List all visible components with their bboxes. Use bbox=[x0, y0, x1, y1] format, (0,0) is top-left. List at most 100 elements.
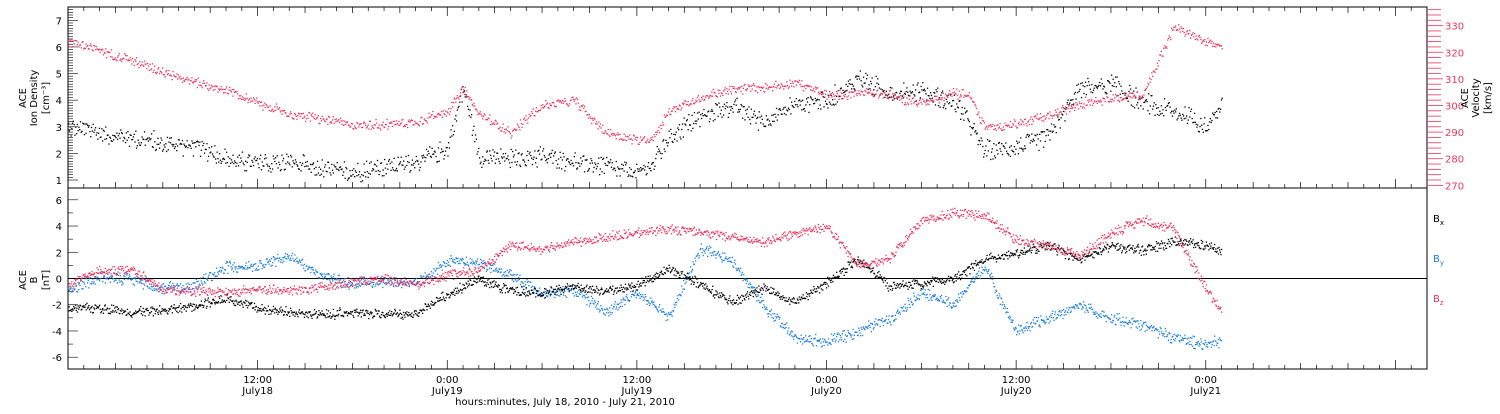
by-series-point bbox=[389, 281, 390, 282]
density-series-point bbox=[570, 164, 571, 165]
velocity-series-point bbox=[849, 91, 850, 92]
velocity-series-point bbox=[1173, 29, 1174, 30]
velocity-series-point bbox=[332, 119, 333, 120]
velocity-series-point bbox=[179, 77, 180, 78]
velocity-series-point bbox=[588, 118, 589, 119]
velocity-series-point bbox=[421, 117, 422, 118]
by-series-point bbox=[909, 304, 910, 305]
velocity-series-point bbox=[723, 90, 724, 91]
velocity-series-point bbox=[138, 63, 139, 64]
by-series-point bbox=[370, 283, 371, 284]
velocity-series-point bbox=[732, 86, 733, 87]
velocity-series-point bbox=[647, 139, 648, 140]
by-series-point bbox=[394, 283, 395, 284]
by-series-point bbox=[809, 335, 810, 336]
velocity-series-point bbox=[1167, 39, 1168, 40]
by-series-point bbox=[820, 342, 821, 343]
by-series-point bbox=[1198, 346, 1199, 347]
density-series-point bbox=[531, 158, 532, 159]
by-series-point bbox=[255, 270, 256, 271]
density-series-point bbox=[992, 148, 993, 149]
velocity-series-point bbox=[652, 136, 653, 137]
density-series-point bbox=[1148, 93, 1149, 94]
density-series-point bbox=[688, 114, 689, 115]
velocity-series-point bbox=[477, 110, 478, 111]
velocity-series-point bbox=[890, 90, 891, 91]
by-series-point bbox=[717, 253, 718, 254]
velocity-series-point bbox=[202, 83, 203, 84]
density-series-point bbox=[614, 168, 615, 169]
density-series-point bbox=[759, 117, 760, 118]
velocity-series-point bbox=[728, 93, 729, 94]
by-series-point bbox=[770, 314, 771, 315]
velocity-series-point bbox=[747, 88, 748, 89]
by-series-point bbox=[492, 264, 493, 265]
density-series-point bbox=[288, 163, 289, 164]
velocity-series-point bbox=[959, 91, 960, 92]
density-series-point bbox=[703, 115, 704, 116]
bx-series-point bbox=[110, 313, 111, 314]
by-series-point bbox=[325, 276, 326, 277]
by-series-point bbox=[311, 269, 312, 270]
velocity-series-point bbox=[335, 121, 336, 122]
by-series-point bbox=[419, 287, 420, 288]
by-series-point bbox=[275, 258, 276, 259]
density-series-point bbox=[277, 155, 278, 156]
density-series-point bbox=[806, 98, 807, 99]
by-series-point bbox=[1170, 339, 1171, 340]
density-series-point bbox=[381, 162, 382, 163]
by-series-point bbox=[892, 315, 893, 316]
density-series-point bbox=[906, 91, 907, 92]
velocity-series-point bbox=[807, 85, 808, 86]
velocity-series-point bbox=[164, 74, 165, 75]
density-series-point bbox=[1122, 93, 1123, 94]
by-series-point bbox=[134, 277, 135, 278]
by-series-point bbox=[1101, 317, 1102, 318]
density-series-point bbox=[993, 143, 994, 144]
velocity-series-point bbox=[330, 121, 331, 122]
velocity-series-point bbox=[1079, 101, 1080, 102]
by-series-point bbox=[582, 296, 583, 297]
velocity-series-point bbox=[510, 133, 511, 134]
velocity-series-point bbox=[996, 130, 997, 131]
by-series-point bbox=[246, 262, 247, 263]
by-series-point bbox=[285, 253, 286, 254]
by-series-point bbox=[1212, 344, 1213, 345]
velocity-series-point bbox=[390, 123, 391, 124]
velocity-series-point bbox=[1193, 36, 1194, 37]
velocity-series-point bbox=[412, 120, 413, 121]
velocity-series-point bbox=[1013, 124, 1014, 125]
by-series-point bbox=[603, 314, 604, 315]
velocity-series-point bbox=[795, 80, 796, 81]
by-series-point bbox=[765, 308, 766, 309]
density-series-point bbox=[801, 109, 802, 110]
velocity-series-point bbox=[631, 143, 632, 144]
velocity-series-point bbox=[823, 97, 824, 98]
density-series-point bbox=[1163, 115, 1164, 116]
velocity-series-point bbox=[255, 100, 256, 101]
density-series-point bbox=[365, 176, 366, 177]
by-series-point bbox=[734, 262, 735, 263]
velocity-series-point bbox=[1166, 46, 1167, 47]
density-series-point bbox=[136, 148, 137, 149]
by-series-point bbox=[657, 309, 658, 310]
velocity-series-point bbox=[262, 105, 263, 106]
by-series-point bbox=[1148, 327, 1149, 328]
by-series-point bbox=[1071, 311, 1072, 312]
by-series-point bbox=[454, 259, 455, 260]
density-series-point bbox=[342, 175, 343, 176]
density-series-point bbox=[592, 162, 593, 163]
density-series-point bbox=[203, 143, 204, 144]
by-series-point bbox=[619, 303, 620, 304]
by-series-point bbox=[630, 291, 631, 292]
bx-series-point bbox=[84, 307, 85, 308]
velocity-series-point bbox=[457, 95, 458, 96]
density-series-point bbox=[484, 159, 485, 160]
density-series-point bbox=[980, 144, 981, 145]
by-series-point bbox=[203, 277, 204, 278]
by-series-point bbox=[594, 300, 595, 301]
by-series-point bbox=[310, 272, 311, 273]
by-series-point bbox=[126, 274, 127, 275]
velocity-series-point bbox=[790, 83, 791, 84]
by-series-point bbox=[313, 269, 314, 270]
